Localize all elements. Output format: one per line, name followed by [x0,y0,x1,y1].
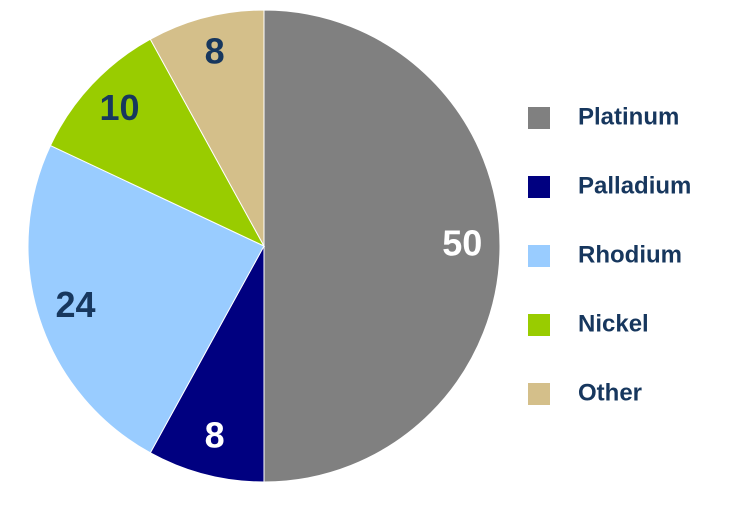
legend-label: Nickel [578,310,649,337]
pie-slice [263,9,501,483]
legend-label: Platinum [578,103,679,130]
legend-swatch [528,245,550,267]
legend-label: Palladium [578,172,691,199]
data-label: 8 [205,31,225,72]
legend-label: Other [578,379,642,406]
data-label: 8 [205,415,225,456]
legend-swatch [528,107,550,129]
data-label: 50 [442,223,482,264]
data-label: 10 [99,87,139,128]
pie-slice [49,38,266,248]
legend-swatch [528,314,550,336]
legend-swatch [528,176,550,198]
pie-slice [149,245,265,483]
legend-swatch [528,383,550,405]
pie-slice [149,9,265,247]
legend-label: Rhodium [578,241,682,268]
data-label: 24 [55,284,95,325]
pie-slice [27,144,265,454]
